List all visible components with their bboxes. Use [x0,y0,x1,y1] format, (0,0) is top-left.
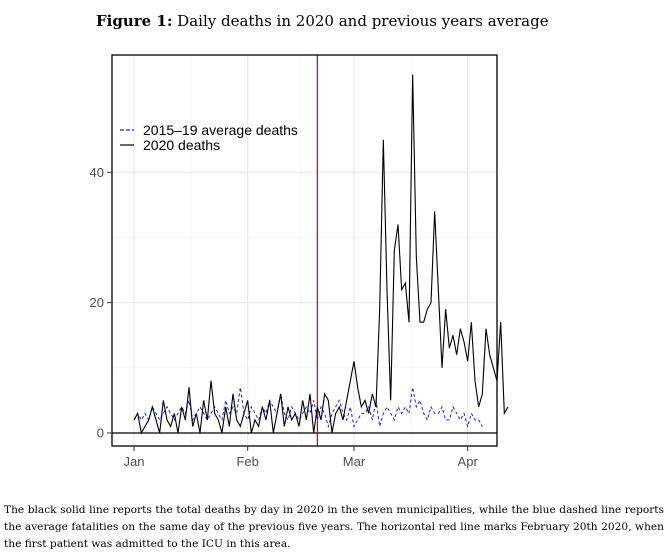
x-tick-label: Mar [343,454,366,469]
y-tick-label: 20 [90,295,104,310]
x-tick-label: Feb [236,454,258,469]
series-layer [133,74,509,435]
plot-border [111,54,498,447]
x-tick-label: Apr [458,454,479,469]
gridlines [112,55,497,446]
daily-deaths-chart: 0 20 40 Jan Feb Mar Apr 2015–19 average deaths… [90,54,509,469]
figure-label: Figure 1: [96,12,173,30]
y-tick-label: 40 [90,165,104,180]
x-tick-label: Jan [124,454,145,469]
legend-label: 2015–19 average deaths [143,122,298,138]
axes: 0 20 40 Jan Feb Mar Apr [90,165,479,469]
figure-caption: The black solid line reports the total d… [4,504,664,550]
deaths-2020-line [133,74,509,435]
y-tick-label: 0 [97,425,104,440]
figure-title-text: Daily deaths in 2020 and previous years … [177,12,549,30]
figure-title: Figure 1: Daily deaths in 2020 and previ… [96,12,549,30]
legend-label: 2020 deaths [143,137,220,153]
